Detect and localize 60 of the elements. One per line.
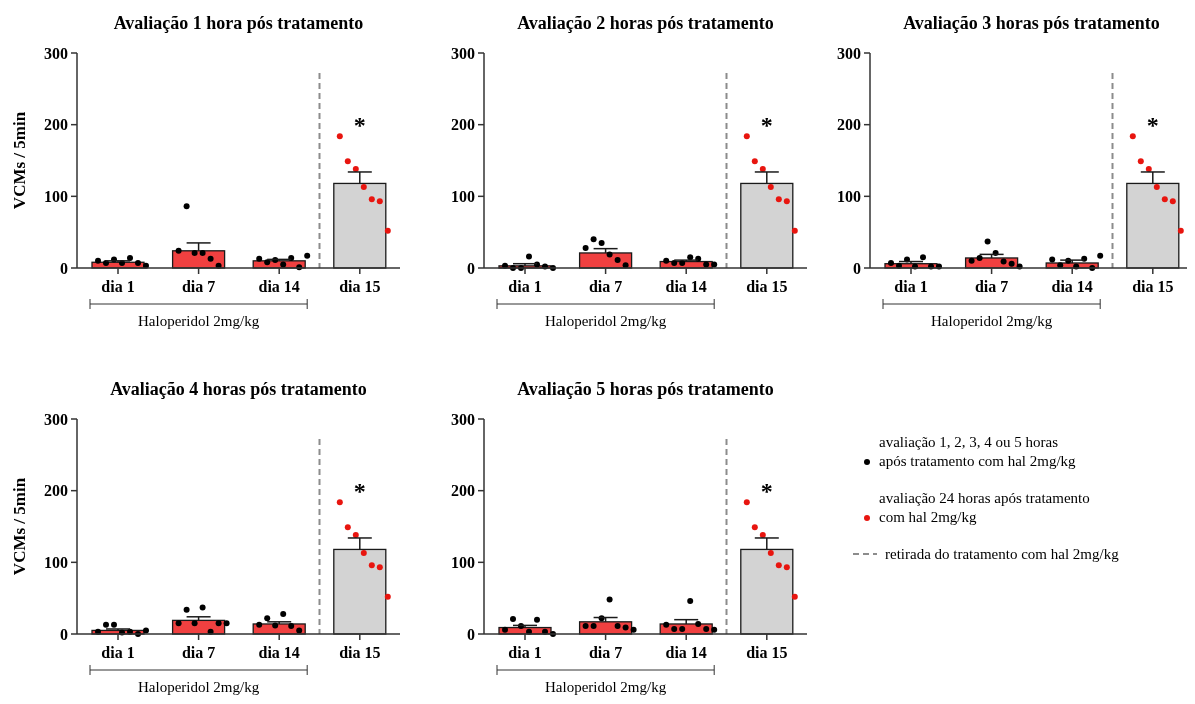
text: Haloperidol 2mg/kg [930,313,1053,329]
y-tick-label: 0 [853,259,861,277]
annotation: * [353,478,366,504]
y-tick-label: 300 [44,44,68,62]
x-tick-label: dia 7 [181,278,216,295]
annotation: * [760,478,773,504]
x-tick-label: dia 7 [588,278,623,295]
y-axis-title: VCMs / 5min [10,477,29,576]
chart-title: Avaliação 5 horas pós tratamento [517,379,774,399]
chart-title: Avaliação 4 horas pós tratamento [110,379,367,399]
text: Haloperidol 2mg/kg [137,313,260,329]
x-tick-label: dia 1 [894,278,928,295]
x-tick-label: dia 7 [181,644,216,661]
x-tick-label: dia 1 [508,278,542,295]
annotation: * [1146,112,1159,138]
x-tick-label: dia 14 [258,278,300,295]
x-tick-label: dia 14 [1051,278,1093,295]
y-tick-label: 200 [44,116,68,134]
x-tick-label: dia 14 [665,278,707,295]
y-tick-label: 200 [837,116,861,134]
y-tick-label: 100 [451,187,475,205]
y-tick-label: 100 [44,187,68,205]
text: Haloperidol 2mg/kg [544,313,667,329]
legend-label: avaliação 1, 2, 3, 4 ou 5 horas após tratamento com hal 2mg/kg [879,434,1077,469]
y-tick-label: 0 [467,625,475,643]
x-tick-label: dia 15 [1132,278,1174,295]
text: Haloperidol 2mg/kg [137,679,260,695]
x-tick-label: dia 7 [974,278,1009,295]
x-tick-label: dia 1 [508,644,542,661]
x-tick-label: dia 14 [665,644,707,661]
y-tick-label: 300 [451,410,475,428]
y-tick-label: 300 [44,410,68,428]
y-tick-label: 200 [451,482,475,500]
annotation: * [353,112,366,138]
y-tick-label: 0 [60,259,68,277]
x-tick-label: dia 7 [588,644,623,661]
annotation: * [760,112,773,138]
text: retirada do tratamento com hal 2mg/kg [885,546,1120,562]
y-tick-label: 0 [467,259,475,277]
chart-title: Avaliação 3 horas pós tratamento [903,13,1160,33]
chart-title: Avaliação 2 horas pós tratamento [517,13,774,33]
x-tick-label: dia 1 [101,278,135,295]
y-tick-label: 200 [451,116,475,134]
y-tick-label: 0 [60,625,68,643]
x-tick-label: dia 15 [339,644,381,661]
x-tick-label: dia 15 [746,644,788,661]
y-tick-label: 100 [451,553,475,571]
x-tick-label: dia 14 [258,644,300,661]
y-tick-label: 300 [837,44,861,62]
legend-label: avaliação 24 horas após tratamento com hal 2mg/kg [879,490,1090,525]
text: Haloperidol 2mg/kg [544,679,667,695]
y-axis-title: VCMs / 5min [10,111,29,210]
y-tick-label: 300 [451,44,475,62]
y-tick-label: 100 [44,553,68,571]
chart-title: Avaliação 1 hora pós tratamento [113,13,364,33]
y-tick-label: 200 [44,482,68,500]
x-tick-label: dia 15 [339,278,381,295]
x-tick-label: dia 1 [101,644,135,661]
y-tick-label: 100 [837,187,861,205]
x-tick-label: dia 15 [746,278,788,295]
